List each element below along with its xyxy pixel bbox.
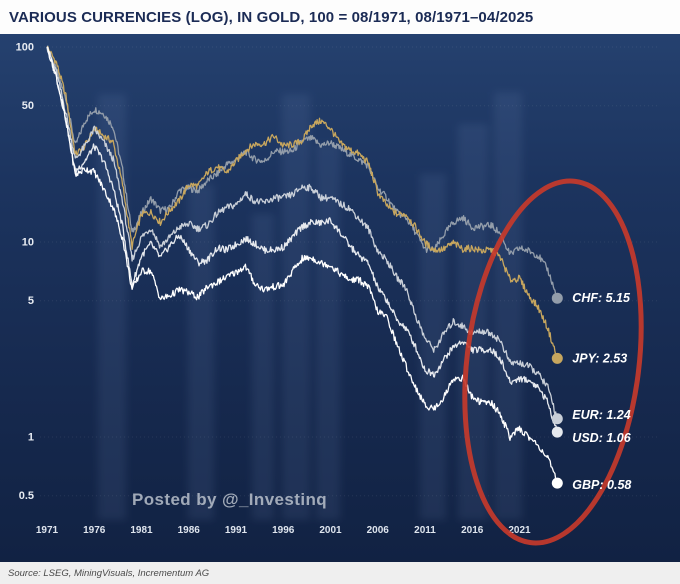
y-axis-tick-label: 1 <box>28 432 34 444</box>
background-band <box>252 214 274 520</box>
x-axis-tick-label: 1981 <box>130 525 153 536</box>
y-axis-tick-label: 5 <box>28 295 34 307</box>
end-label-usd: USD: 1.06 <box>572 431 631 445</box>
background-pillars <box>98 92 522 520</box>
x-axis-tick-label: 1991 <box>225 525 248 536</box>
source-text: Source: LSEG, MiningVisuals, Incrementum… <box>8 567 210 579</box>
x-axis-tick-label: 1976 <box>83 525 106 536</box>
x-axis-tick-label: 1996 <box>272 525 295 536</box>
source-bar: Source: LSEG, MiningVisuals, Incrementum… <box>0 562 680 584</box>
end-label-eur: EUR: 1.24 <box>572 408 630 422</box>
y-axis-tick-label: 0.5 <box>19 490 34 502</box>
x-axis-tick-label: 2001 <box>319 525 342 536</box>
x-axis-tick-label: 2016 <box>461 525 484 536</box>
background-band <box>282 94 310 520</box>
end-dot-chf <box>551 292 563 304</box>
background-band <box>188 184 214 520</box>
annotation-ellipse <box>462 178 644 546</box>
end-label-gbp: GBP: 0.58 <box>572 478 631 492</box>
background-band <box>494 92 522 520</box>
series-line-jpy <box>46 46 558 359</box>
y-axis-tick-label: 100 <box>16 42 34 54</box>
currency-line-chart: 100 50 10 5 1 0.5 1971 1976 1981 1986 1991 1996 2001… <box>16 42 660 546</box>
x-axis-tick-label: 1986 <box>178 525 201 536</box>
background-band <box>420 174 446 520</box>
series-line-chf <box>46 45 558 299</box>
series-line-gbp <box>46 46 558 484</box>
x-axis-tick-label: 2011 <box>414 525 436 536</box>
x-axis-tick-label: 2006 <box>367 525 390 536</box>
x-axis-tick-label: 1971 <box>36 525 59 536</box>
end-dot-gbp <box>551 477 563 489</box>
background-band <box>316 144 340 520</box>
x-axis-tick-label: 2021 <box>508 525 531 536</box>
y-axis-tick-label: 50 <box>22 100 34 112</box>
end-dot-eur <box>551 413 563 425</box>
watermark-text: Posted by @_Investinq <box>132 490 328 509</box>
y-axis-tick-label: 10 <box>22 237 34 249</box>
chart-header: VARIOUS CURRENCIES (LOG), IN GOLD, 100 =… <box>0 0 680 34</box>
end-dot-jpy <box>551 352 563 364</box>
chart-title: VARIOUS CURRENCIES (LOG), IN GOLD, 100 =… <box>9 8 534 26</box>
end-label-chf: CHF: 5.15 <box>572 291 631 305</box>
end-label-jpy: JPY: 2.53 <box>572 351 627 365</box>
chart-area: 100 50 10 5 1 0.5 1971 1976 1981 1986 1991 1996 2001… <box>0 34 680 562</box>
end-dot-usd <box>551 426 563 438</box>
